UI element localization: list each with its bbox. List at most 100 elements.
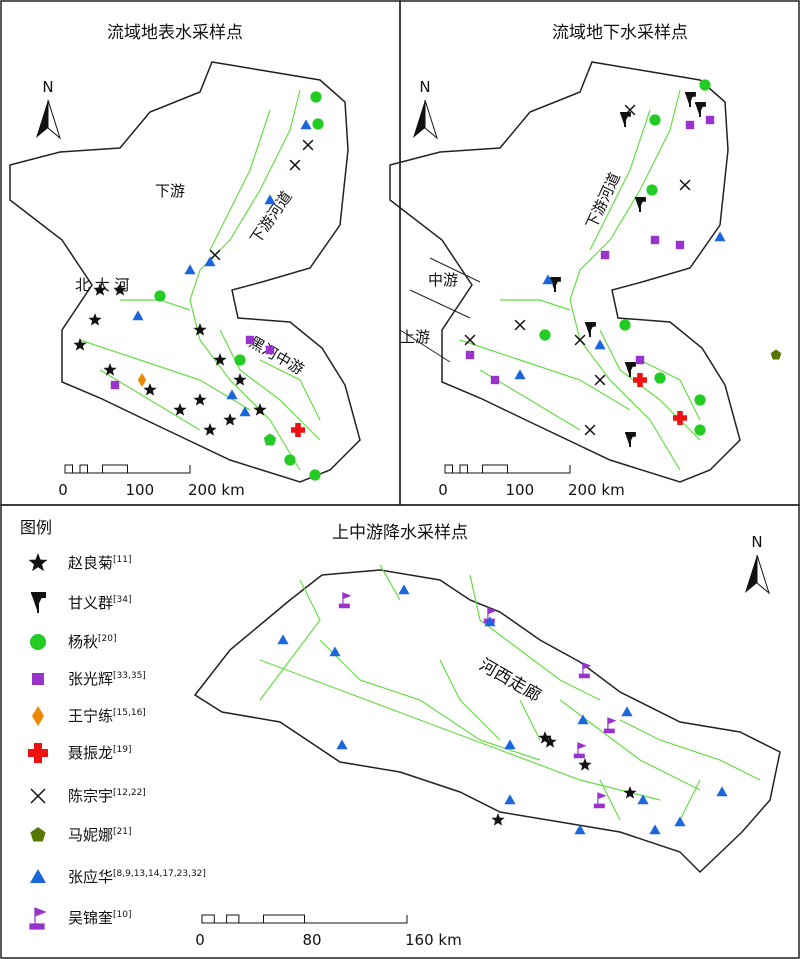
panel-frame xyxy=(0,0,401,506)
marker-square xyxy=(490,375,500,385)
legend-entry: 吴锦奎[10] xyxy=(68,909,132,927)
basin-outline xyxy=(9,61,361,483)
marker-triangle xyxy=(577,714,589,725)
scale-bar xyxy=(201,914,408,924)
panel-title: 上中游降水采样点 xyxy=(332,523,468,543)
marker-triangle xyxy=(621,706,633,717)
marker-star xyxy=(28,553,48,572)
marker-square xyxy=(245,335,255,345)
legend-entry: 赵良菊[11] xyxy=(68,554,132,572)
legend-entry: 张应华[8,9,13,14,17,23,32] xyxy=(68,868,206,886)
legend-name: 张应华 xyxy=(68,868,113,886)
marker-x xyxy=(289,159,301,171)
marker-circle xyxy=(646,184,658,196)
marker-triangle xyxy=(637,794,649,805)
marker-triangle xyxy=(226,389,238,400)
map-label: 河西走廊 xyxy=(476,655,545,706)
marker-square xyxy=(650,235,660,245)
north-arrow xyxy=(756,554,770,595)
marker-plus xyxy=(291,423,305,437)
scale-label: 100 xyxy=(506,481,535,499)
legend-ref: [11] xyxy=(113,555,131,565)
legend-name: 吴锦奎 xyxy=(68,909,113,927)
marker-circle xyxy=(699,79,711,91)
legend-entry: 甘义群[34] xyxy=(68,594,132,612)
marker-pentagon xyxy=(770,349,782,360)
panel-frame xyxy=(399,0,800,506)
panel-title: 流域地表水采样点 xyxy=(107,23,243,43)
panel-frame xyxy=(0,504,800,959)
marker-star xyxy=(253,403,267,416)
marker-star xyxy=(93,283,107,296)
legend-entry: 王宁练[15,16] xyxy=(68,707,146,725)
north-label: N xyxy=(42,78,53,96)
marker-triangle xyxy=(674,816,686,827)
map-label: 黑河中游 xyxy=(246,333,307,379)
marker-triangle xyxy=(277,634,289,645)
marker-circle xyxy=(309,469,321,481)
legend-name: 杨秋 xyxy=(68,633,98,651)
marker-square xyxy=(705,115,715,125)
legend-entry: 陈宗宇[12,22] xyxy=(68,787,146,805)
marker-circle xyxy=(312,118,324,130)
marker-triangle xyxy=(504,739,516,750)
marker-triangle xyxy=(336,739,348,750)
north-arrows: N N N xyxy=(36,78,770,595)
legend-name: 张光辉 xyxy=(68,670,113,688)
legend-ref: [10] xyxy=(113,910,131,920)
scale-label: 0 xyxy=(58,481,68,499)
scale-label: 200 km xyxy=(188,481,245,499)
north-arrow xyxy=(745,555,757,593)
marker-pin xyxy=(550,277,561,292)
basin-outlines xyxy=(9,61,781,874)
marker-star xyxy=(193,393,207,406)
north-label: N xyxy=(751,533,762,551)
marker-triangle xyxy=(300,119,312,130)
marker-star xyxy=(103,363,117,376)
marker-circle xyxy=(284,454,296,466)
marker-x xyxy=(624,104,636,116)
marker-star xyxy=(578,758,592,771)
marker-triangle xyxy=(264,194,276,205)
legend-name: 王宁练 xyxy=(68,707,113,725)
marker-pin xyxy=(625,362,636,377)
marker-pin xyxy=(585,322,596,337)
marker-circle xyxy=(310,91,322,103)
scale-label: 80 xyxy=(303,931,322,949)
legend-name: 赵良菊 xyxy=(68,554,113,572)
marker-star xyxy=(203,423,217,436)
legend: 赵良菊[11] 甘义群[34] 杨秋[20] 张光辉[33,35] 王宁练[15,16]… xyxy=(28,553,206,930)
marker-circle xyxy=(539,329,551,341)
panel-title: 流域地下水采样点 xyxy=(552,23,688,43)
marker-star xyxy=(538,731,552,744)
marker-triangle xyxy=(574,824,586,835)
marker-flag xyxy=(338,592,352,609)
legend-name: 陈宗宇 xyxy=(68,787,113,805)
basin-outline xyxy=(193,569,781,874)
rivers xyxy=(79,89,761,821)
marker-plus xyxy=(633,373,647,387)
basin-outline xyxy=(389,61,741,483)
scale-label: 160 km xyxy=(405,931,462,949)
legend-ref: [21] xyxy=(113,827,131,837)
north-arrow xyxy=(47,99,61,140)
marker-pin xyxy=(685,92,696,107)
marker-pin xyxy=(695,102,706,117)
marker-square xyxy=(675,240,685,250)
river xyxy=(259,564,761,821)
sample-points xyxy=(73,79,782,835)
scale-label: 200 km xyxy=(568,481,625,499)
marker-square xyxy=(635,355,645,365)
marker-pentagon xyxy=(30,827,46,842)
marker-triangle xyxy=(184,264,196,275)
marker-pin xyxy=(635,197,646,212)
marker-x xyxy=(514,319,526,331)
marker-x xyxy=(574,334,586,346)
map-label: 上游 xyxy=(400,328,430,346)
marker-triangle xyxy=(30,869,46,883)
legend-ref: [34] xyxy=(113,595,131,605)
marker-triangle xyxy=(239,406,251,417)
marker-diamond xyxy=(32,706,44,726)
marker-x xyxy=(679,179,691,191)
